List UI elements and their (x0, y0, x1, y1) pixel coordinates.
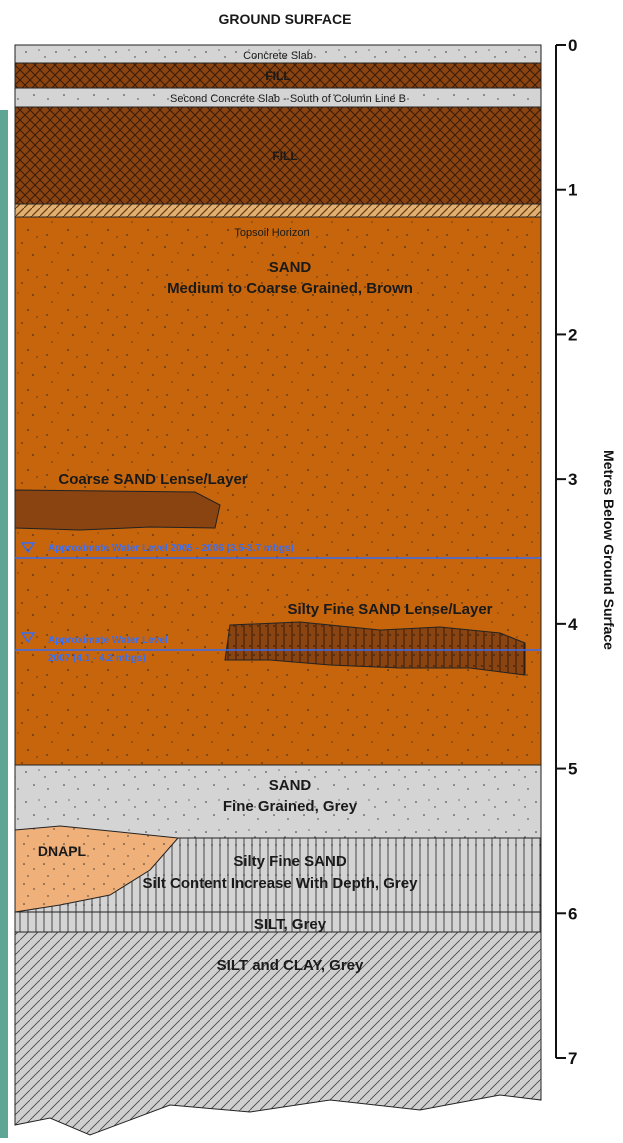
dnapl-plume (14, 825, 180, 913)
tick-label: 3 (568, 470, 577, 489)
topsoil-layer (14, 203, 542, 218)
layer-description: Fine Grained, Grey (223, 798, 358, 815)
layer-label: FILL (272, 149, 297, 163)
layer-label: SAND (269, 259, 312, 276)
layer-description: Medium to Coarse Grained, Brown (167, 280, 413, 297)
layer-label: SILT and CLAY, Grey (217, 957, 364, 974)
lense-label: DNAPL (38, 843, 87, 859)
fill-layer (14, 62, 542, 89)
layer-label: Concrete Slab (243, 50, 313, 62)
layer-label: Second Concrete Slab - South of Column L… (170, 93, 406, 105)
silt-clay-layer (14, 931, 542, 1136)
lense-label: Coarse SAND Lense/Layer (58, 471, 247, 488)
layer-label: Topsoil Horizon (234, 227, 309, 239)
tick-label: 0 (568, 36, 577, 55)
tick-label: 2 (568, 325, 577, 344)
edge-strip (0, 110, 8, 1138)
water-level-label: Approximate Water Level (48, 635, 168, 646)
layer-label: SAND (269, 777, 312, 794)
tick-label: 4 (568, 615, 578, 634)
tick-label: 1 (568, 181, 577, 200)
axis-title: Metres Below Ground Surface (601, 450, 617, 650)
layer-label: FILL (265, 69, 290, 83)
coarse-sand-lense (14, 489, 221, 531)
tick-label: 7 (568, 1049, 577, 1068)
ground-surface-title: GROUND SURFACE (218, 11, 351, 27)
tick-label: 5 (568, 760, 577, 779)
fill-layer (14, 106, 542, 205)
water-level-symbol (20, 632, 36, 644)
layer-description: Silt Content Increase With Depth, Grey (143, 875, 419, 892)
water-level-detail: 2007 (4.1 - 4.2 mbgs) (48, 653, 146, 664)
layer-label: SILT, Grey (254, 916, 327, 933)
silty-sand-lense (224, 621, 526, 676)
depth-axis: 0 1 2 3 4 5 6 7 (555, 36, 578, 1068)
water-level-label: Approximate Water Level 2005 - 2006 (3.5… (48, 543, 294, 554)
lense-label: Silty Fine SAND Lense/Layer (287, 601, 492, 618)
layer-label: Silty Fine SAND (233, 853, 347, 870)
lenses (14, 489, 526, 913)
tick-label: 6 (568, 904, 577, 923)
water-level-symbol (20, 542, 36, 554)
